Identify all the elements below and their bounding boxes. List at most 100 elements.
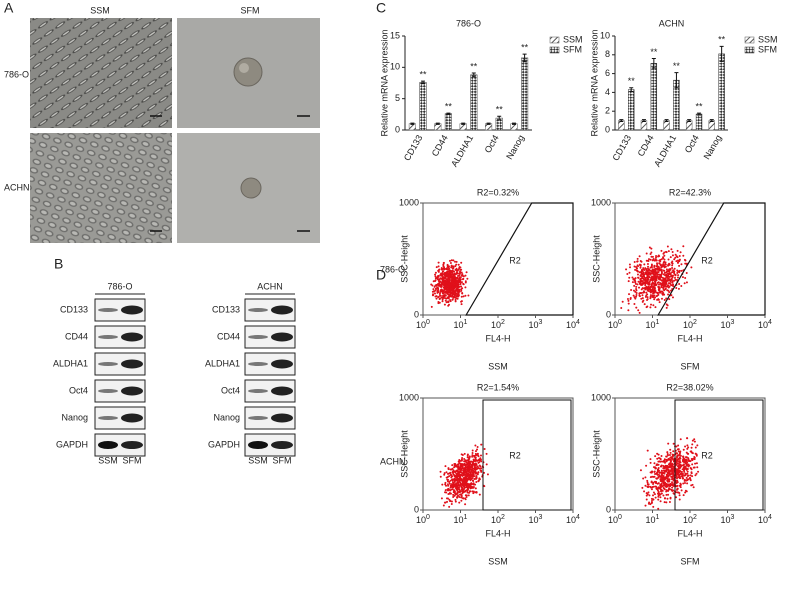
event-dot: [471, 465, 473, 467]
event-dot: [444, 274, 446, 276]
event-dot: [446, 290, 448, 292]
event-dot: [620, 307, 622, 309]
event-dot: [451, 483, 453, 485]
legend-swatch: [745, 47, 754, 53]
event-dot: [658, 299, 660, 301]
event-dot: [653, 269, 655, 271]
event-dot: [671, 262, 673, 264]
protein-label: CD44: [65, 331, 88, 341]
event-dot: [461, 457, 463, 459]
tick-base: 10: [608, 515, 618, 525]
event-dot: [667, 483, 669, 485]
event-dot: [661, 461, 663, 463]
legend-swatch: [550, 47, 559, 53]
event-dot: [684, 277, 686, 279]
event-dot: [650, 462, 652, 464]
event-dot: [446, 267, 448, 269]
event-dot: [444, 281, 446, 283]
event-dot: [667, 489, 669, 491]
event-dot: [637, 281, 639, 283]
event-dot: [629, 263, 631, 265]
event-dot: [486, 463, 488, 465]
event-dot: [663, 476, 665, 478]
event-dot: [447, 467, 449, 469]
event-dot: [461, 459, 463, 461]
event-dot: [671, 483, 673, 485]
event-dot: [659, 496, 661, 498]
event-dot: [462, 497, 464, 499]
tick-exponent: 1: [656, 319, 660, 326]
event-dot: [672, 473, 674, 475]
event-dot: [480, 444, 482, 446]
bar: [719, 54, 725, 130]
event-dot: [633, 285, 635, 287]
significance: **: [470, 61, 478, 71]
event-dot: [472, 475, 474, 477]
event-dot: [676, 272, 678, 274]
event-dot: [452, 496, 454, 498]
event-dot: [671, 264, 673, 266]
y-tick-label: 2: [605, 106, 610, 116]
event-dot: [474, 491, 476, 493]
event-dot: [446, 471, 448, 473]
x-tick-label: 102: [491, 319, 505, 331]
event-dot: [448, 269, 450, 271]
event-dot: [653, 492, 655, 494]
event-dot: [641, 269, 643, 271]
sphere-detail: [239, 63, 249, 73]
event-dot: [451, 503, 453, 505]
event-dot: [468, 478, 470, 480]
x-tick-label: Oct4: [483, 133, 501, 154]
tick-exponent: 0: [426, 319, 430, 326]
event-dot: [449, 260, 451, 262]
event-dot: [648, 503, 650, 505]
event-dot: [460, 277, 462, 279]
event-dot: [456, 497, 458, 499]
micrograph: [30, 133, 172, 243]
event-dot: [672, 455, 674, 457]
event-dot: [661, 474, 663, 476]
event-dot: [450, 288, 452, 290]
event-dot: [456, 269, 458, 271]
event-dot: [691, 468, 693, 470]
event-dot: [455, 484, 457, 486]
y-tick-label: 1000: [399, 392, 419, 402]
tick-base: 10: [608, 320, 618, 330]
event-dot: [448, 284, 450, 286]
plot-result: R2=0.32%: [477, 187, 519, 197]
event-dot: [672, 454, 674, 456]
tick-base: 10: [491, 515, 501, 525]
event-dot: [685, 474, 687, 476]
event-dot: [456, 277, 458, 279]
event-dot: [657, 266, 659, 268]
event-dot: [683, 449, 685, 451]
event-dot: [677, 445, 679, 447]
event-dot: [438, 282, 440, 284]
blot-band: [121, 360, 143, 369]
event-dot: [686, 444, 688, 446]
event-dot: [672, 296, 674, 298]
event-dot: [674, 257, 676, 259]
event-dot: [659, 292, 661, 294]
event-dot: [468, 494, 470, 496]
event-dot: [633, 295, 635, 297]
event-dot: [672, 489, 674, 491]
event-dot: [670, 284, 672, 286]
event-dot: [661, 455, 663, 457]
event-dot: [678, 464, 680, 466]
event-dot: [472, 452, 474, 454]
significance: **: [650, 47, 658, 57]
event-dot: [643, 490, 645, 492]
event-dot: [626, 273, 628, 275]
event-dot: [663, 255, 665, 257]
event-dot: [447, 493, 449, 495]
event-dot: [657, 469, 659, 471]
event-dot: [637, 265, 639, 267]
tick-exponent: 4: [768, 319, 772, 326]
event-dot: [438, 269, 440, 271]
event-dot: [656, 295, 658, 297]
event-dot: [467, 473, 469, 475]
y-tick-label: 1000: [591, 392, 611, 402]
event-dot: [681, 489, 683, 491]
y-tick-label: 0: [414, 309, 419, 319]
